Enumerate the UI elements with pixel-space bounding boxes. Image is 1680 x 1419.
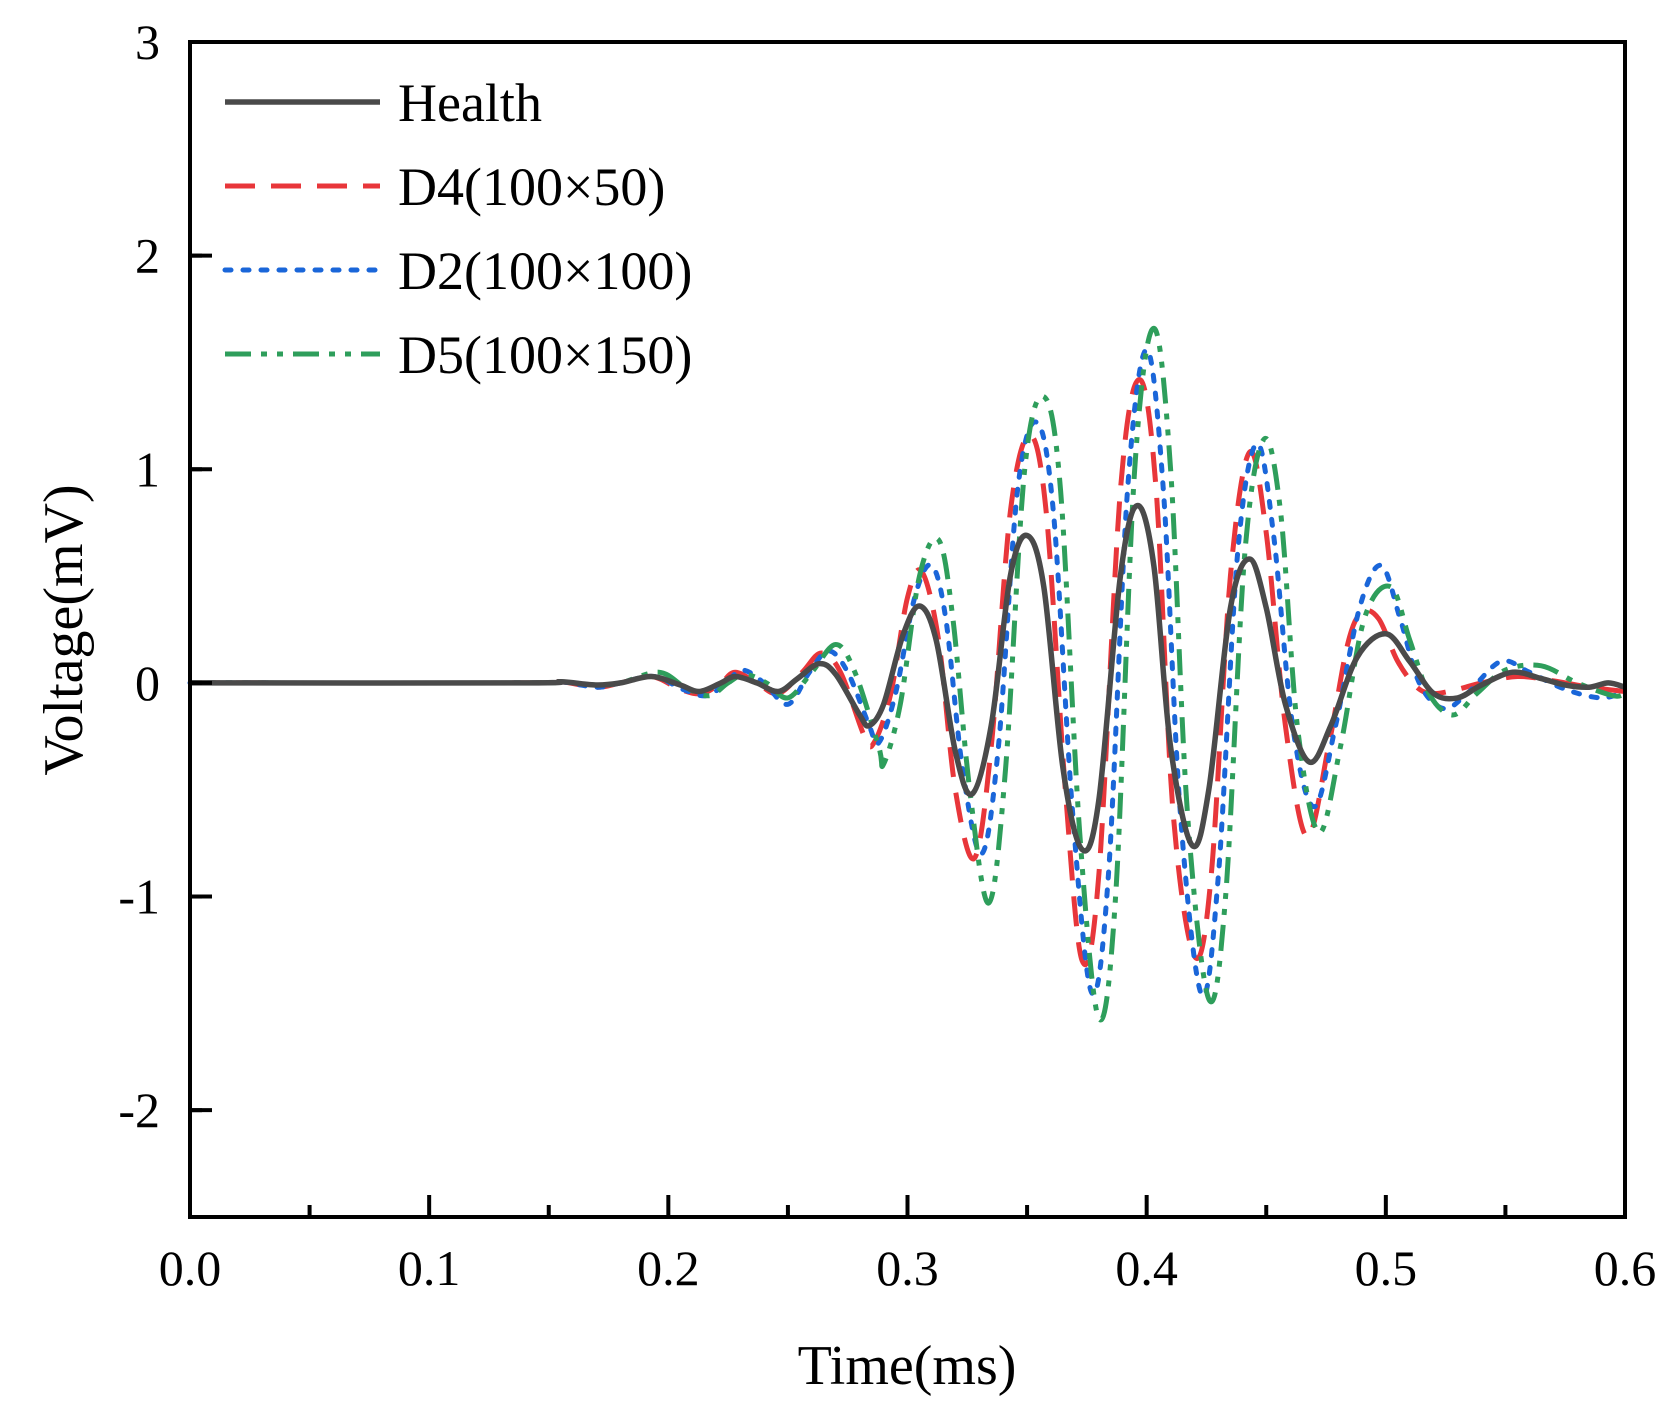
tick-layer: 0.0 0.1 0.2 0.3 0.4 0.5 0.6 -2 -1 0 1 2 3 bbox=[118, 14, 1656, 1296]
series-line-d4-100-50 bbox=[189, 377, 1626, 968]
x-tick-label: 0.4 bbox=[1115, 1240, 1178, 1296]
y-tick-label: 0 bbox=[135, 655, 160, 711]
x-tick-label: 0.3 bbox=[876, 1240, 939, 1296]
y-tick-label: 2 bbox=[135, 228, 160, 284]
y-tick-label: -2 bbox=[118, 1082, 160, 1138]
y-tick-label: -1 bbox=[118, 869, 160, 925]
x-tick-label: 0.1 bbox=[398, 1240, 461, 1296]
y-axis-title: Voltage(mV) bbox=[33, 484, 95, 775]
series-layer bbox=[187, 325, 1628, 1023]
x-tick-label: 0.5 bbox=[1355, 1240, 1418, 1296]
x-tick-label: 0.2 bbox=[637, 1240, 700, 1296]
legend-label: D4(100×50) bbox=[398, 157, 665, 217]
series-line-d2-100-100 bbox=[187, 347, 1628, 999]
x-tick-label: 0.0 bbox=[159, 1240, 222, 1296]
x-axis-title: Time(ms) bbox=[798, 1335, 1017, 1397]
x-tick-label: 0.6 bbox=[1594, 1240, 1657, 1296]
legend-label: Health bbox=[398, 73, 542, 133]
legend-label: D2(100×100) bbox=[398, 241, 692, 301]
series-line-health bbox=[189, 502, 1626, 854]
legend: Health D4(100×50) D2(100×100) D5(100×150) bbox=[222, 73, 692, 385]
y-tick-label: 3 bbox=[135, 14, 160, 70]
y-tick-label: 1 bbox=[135, 441, 160, 497]
series-line-d5-100-150 bbox=[189, 325, 1626, 1023]
legend-label: D5(100×150) bbox=[398, 325, 692, 385]
